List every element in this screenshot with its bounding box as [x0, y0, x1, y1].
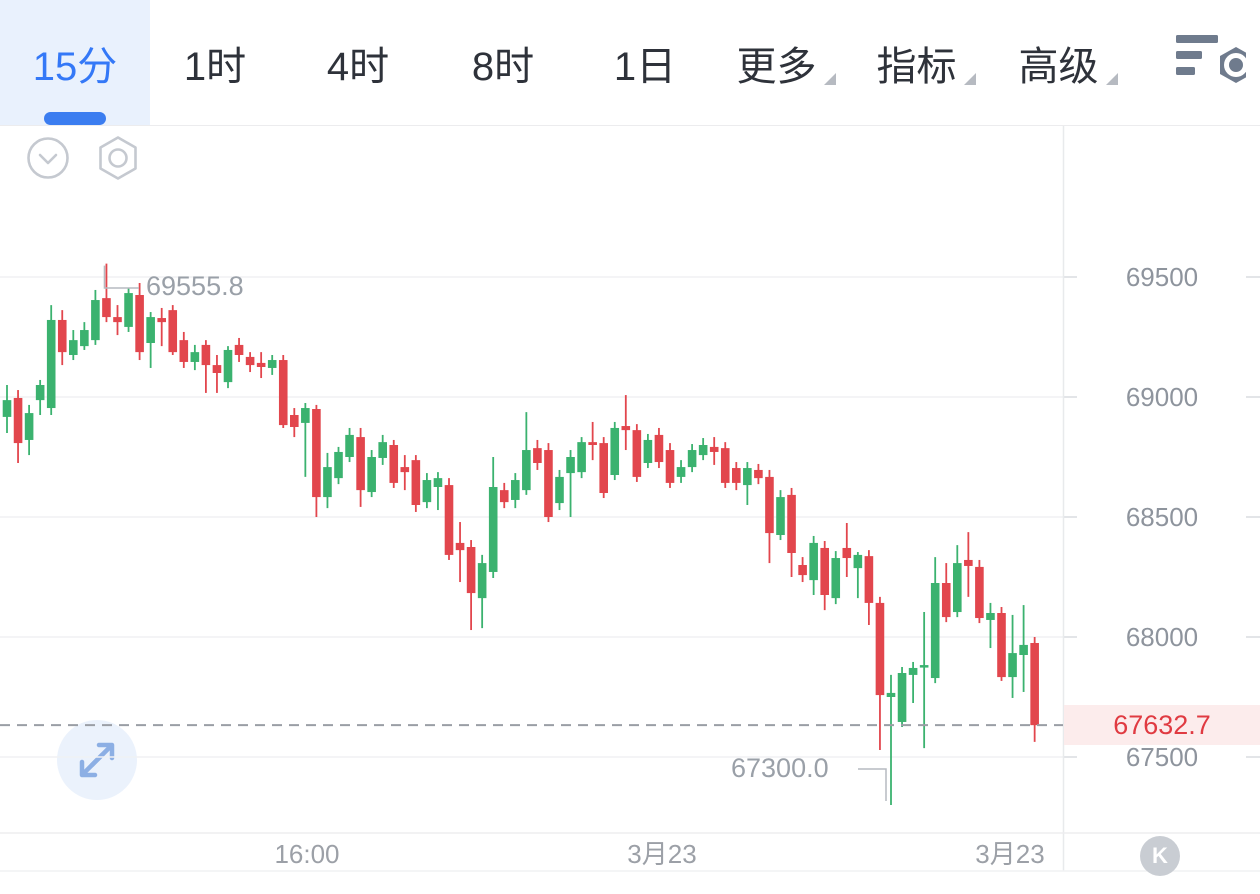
chevron-corner-icon: [963, 72, 976, 85]
menu-advanced[interactable]: 高级: [1012, 0, 1124, 125]
tab-15min-label: 15分: [32, 44, 118, 89]
tab-4hour[interactable]: 4时: [313, 0, 403, 125]
current-price-tag: 67632.7: [1064, 705, 1260, 745]
k-line-badge[interactable]: K: [1140, 836, 1180, 876]
chevron-corner-icon: [823, 72, 836, 85]
tab-8hour[interactable]: 8时: [458, 0, 548, 125]
y-axis-label: 67500: [1125, 742, 1199, 772]
menu-indicators-label: 指标: [876, 44, 957, 89]
tab-1hour[interactable]: 1时: [170, 0, 260, 125]
low-price-annotation: 67300.0: [731, 753, 829, 783]
menu-more-label: 更多: [736, 44, 817, 89]
expand-chart-button[interactable]: [57, 720, 137, 800]
tab-15min[interactable]: 15分: [0, 0, 150, 125]
active-tab-indicator: [44, 112, 106, 125]
tab-1day[interactable]: 1日: [600, 0, 690, 125]
y-axis-label: 69000: [1125, 382, 1199, 412]
tab-1hour-label: 1时: [183, 44, 247, 89]
tab-1day-label: 1日: [613, 44, 677, 89]
y-axis-label: 68000: [1125, 622, 1199, 652]
tab-8hour-label: 8时: [471, 44, 535, 89]
x-axis-label: 3月23: [975, 839, 1045, 869]
x-axis-label: 3月23: [627, 839, 697, 869]
chevron-corner-icon: [1105, 72, 1118, 85]
y-axis-label: 69500: [1125, 262, 1199, 292]
chart-toolbar: 15分 1时 4时 8时 1日 更多 指标 高级: [0, 0, 1260, 126]
indicator-settings-icon[interactable]: [1174, 27, 1246, 99]
expand-arrows-icon: [79, 742, 115, 778]
menu-more[interactable]: 更多: [730, 0, 842, 125]
menu-indicators[interactable]: 指标: [870, 0, 982, 125]
high-price-annotation: 69555.8: [146, 271, 244, 301]
y-axis-label: 68500: [1125, 502, 1199, 532]
tab-4hour-label: 4时: [326, 44, 390, 89]
x-axis-label: 16:00: [274, 839, 340, 869]
collapse-chevron-icon[interactable]: [26, 136, 70, 180]
menu-advanced-label: 高级: [1018, 44, 1099, 89]
nut-settings-icon[interactable]: [95, 135, 141, 181]
